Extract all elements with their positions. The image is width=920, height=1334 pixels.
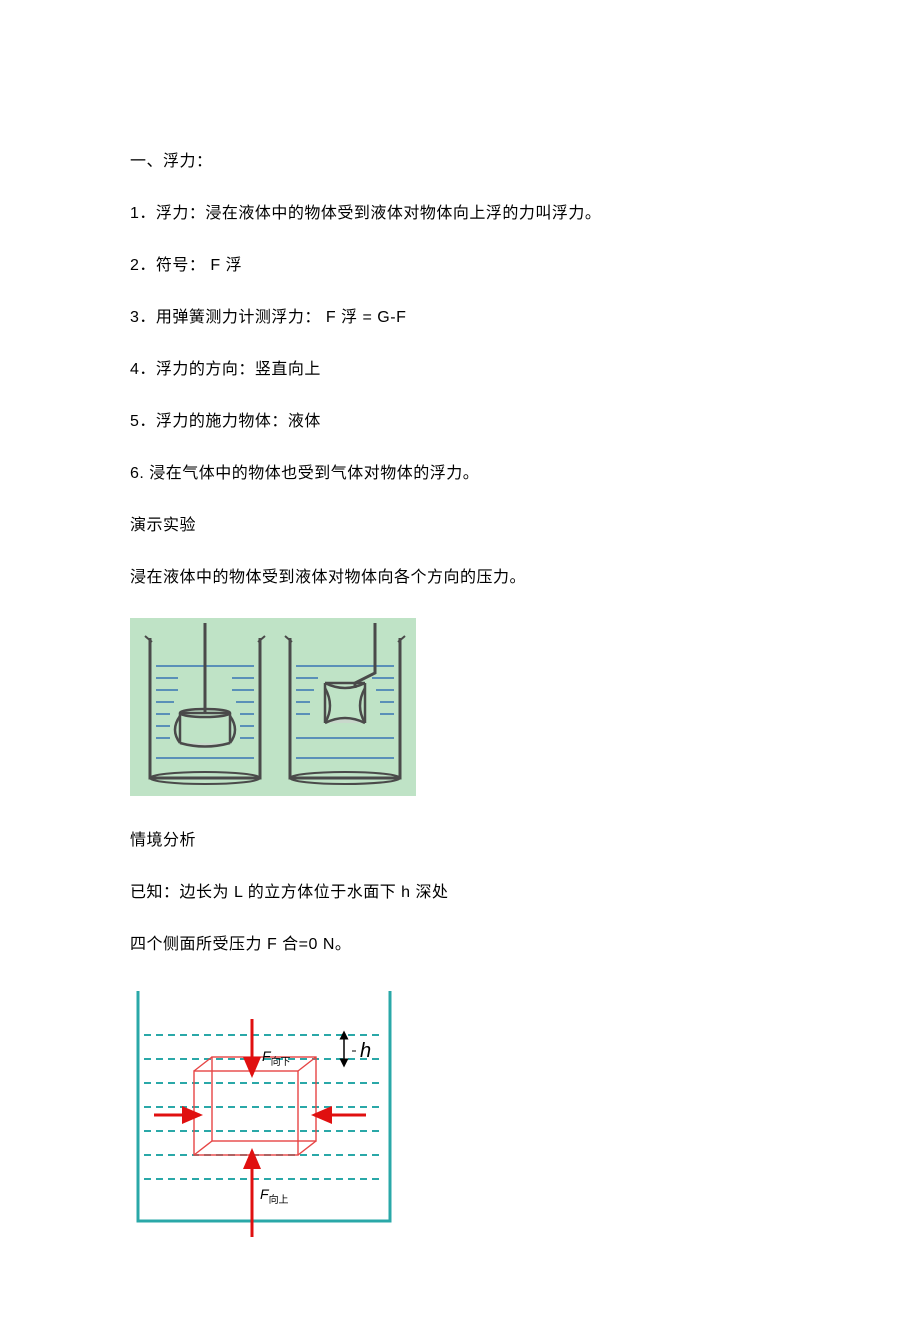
- list-item: 3．用弹簧测力计测浮力： F 浮 = G-F: [130, 306, 820, 330]
- list-item: 1．浮力：浸在液体中的物体受到液体对物体向上浮的力叫浮力。: [130, 202, 820, 226]
- figure-cube-forces: F向下 F向上 h: [130, 985, 820, 1246]
- list-item: 5．浮力的施力物体：液体: [130, 410, 820, 434]
- label-h: h: [360, 1040, 371, 1062]
- list-item: 4．浮力的方向：竖直向上: [130, 358, 820, 382]
- list-item: 2．符号： F 浮: [130, 254, 820, 278]
- document-page: 一、浮力： 1．浮力：浸在液体中的物体受到液体对物体向上浮的力叫浮力。 2．符号…: [0, 0, 920, 1334]
- figure-beakers: [130, 618, 820, 801]
- demo-text: 浸在液体中的物体受到液体对物体向各个方向的压力。: [130, 566, 820, 590]
- given-text: 已知：边长为 L 的立方体位于水面下 h 深处: [130, 881, 820, 905]
- section-heading: 一、浮力：: [130, 150, 820, 174]
- label-f-up: F向上: [260, 1186, 289, 1206]
- list-item: 6. 浸在气体中的物体也受到气体对物体的浮力。: [130, 462, 820, 486]
- demo-heading: 演示实验: [130, 514, 820, 538]
- label-f-down: F向下: [262, 1048, 291, 1068]
- analysis-heading: 情境分析: [130, 829, 820, 853]
- four-sides-text: 四个侧面所受压力 F 合=0 N。: [130, 933, 820, 957]
